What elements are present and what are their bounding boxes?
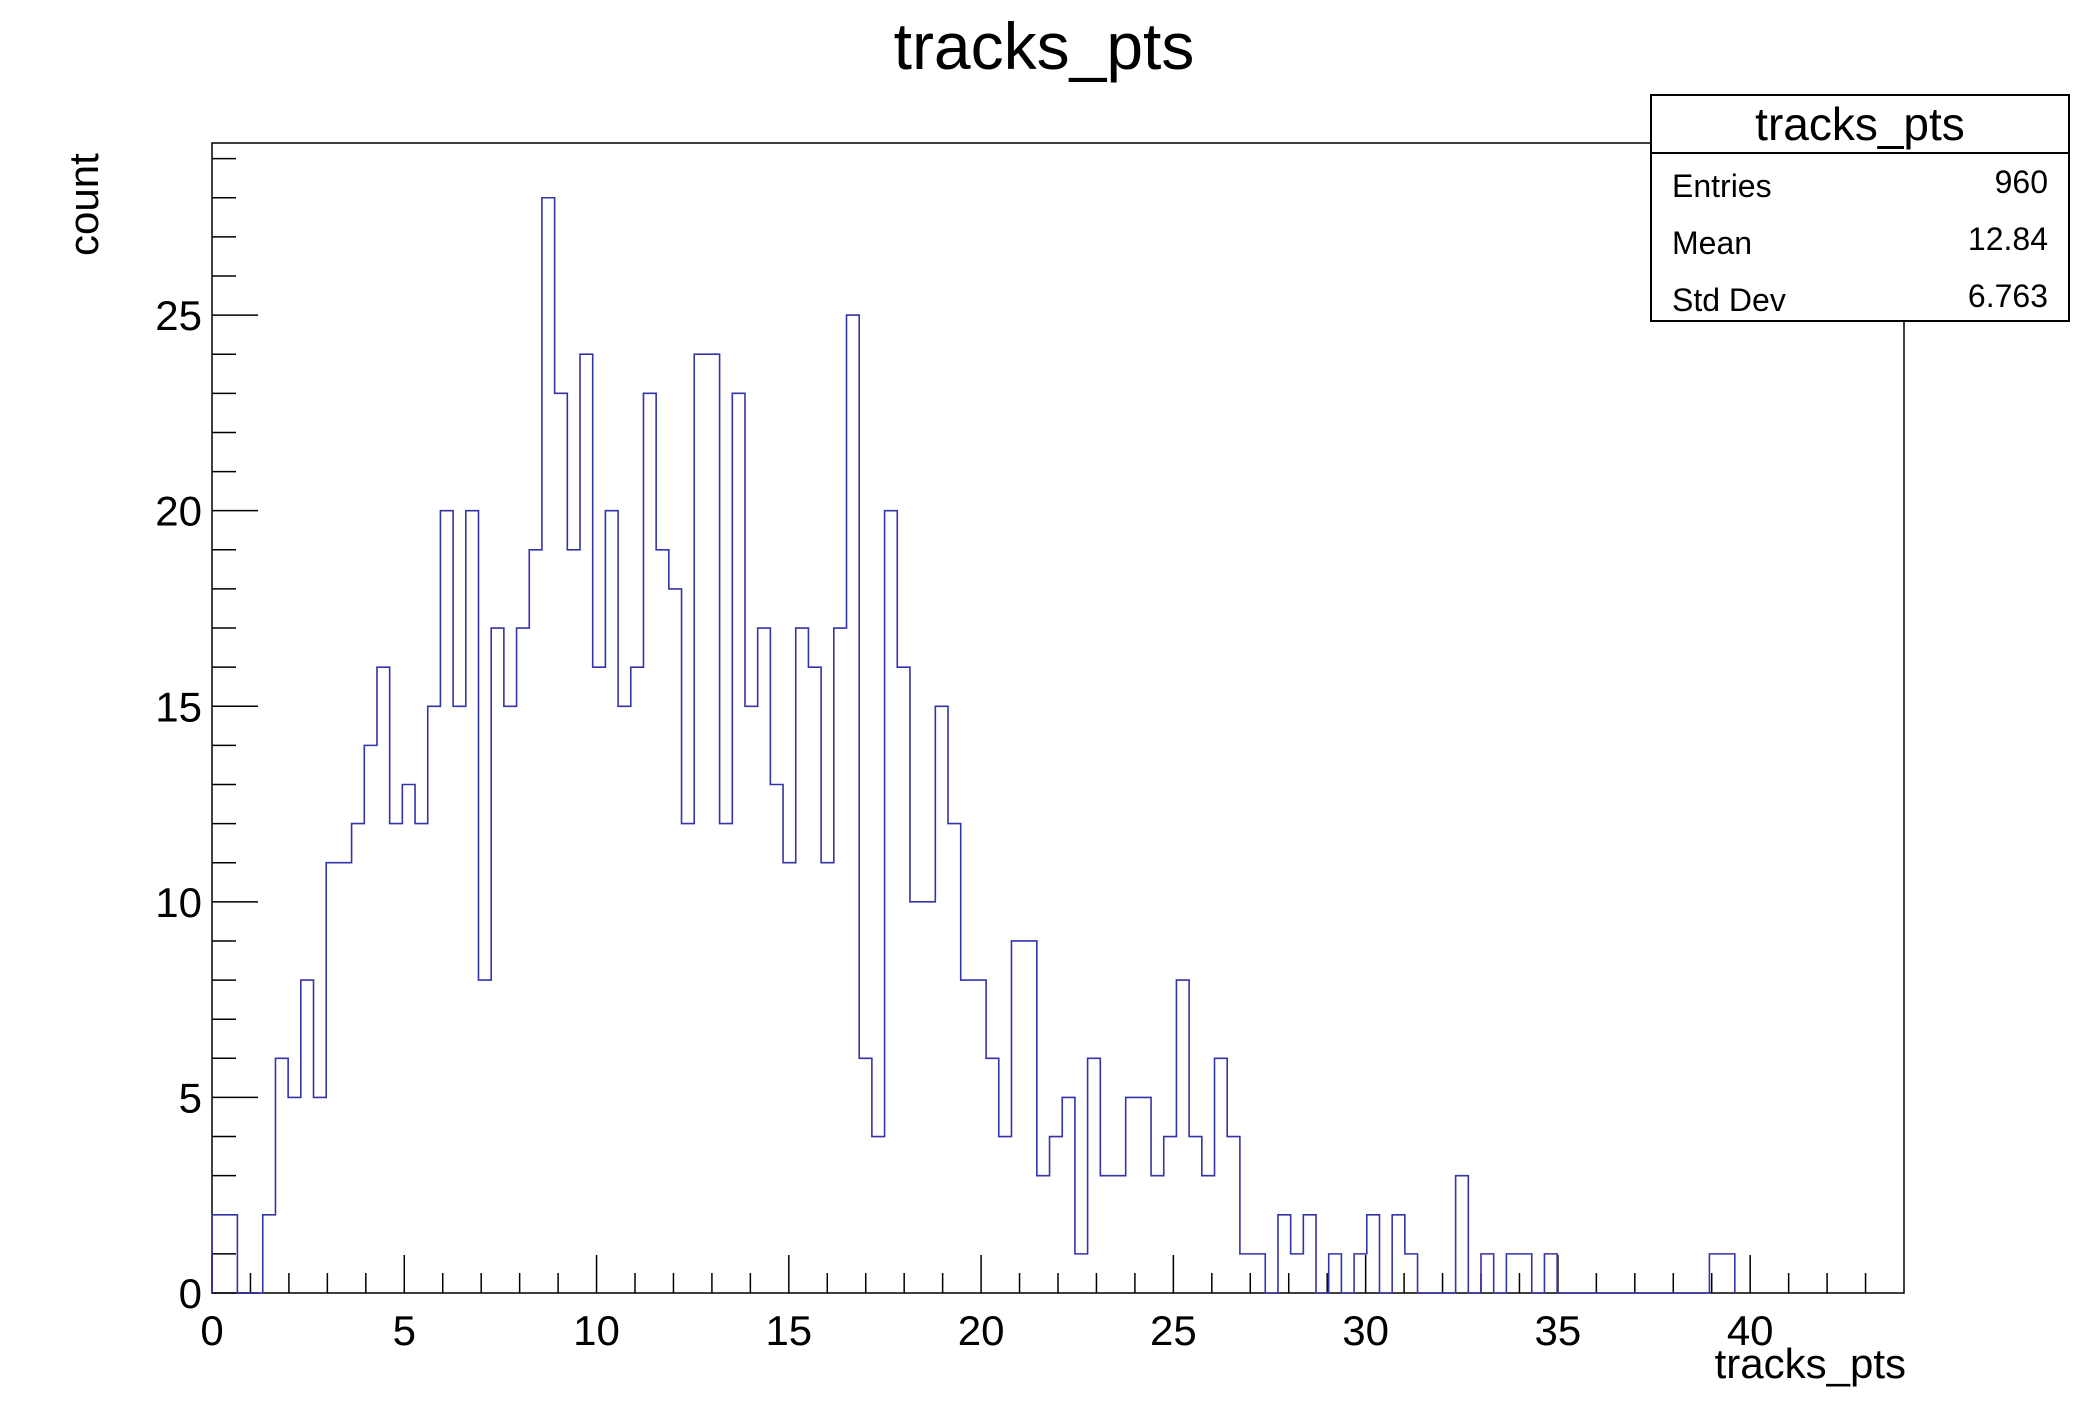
y-axis-label: count — [60, 153, 107, 256]
mean-value: 12.84 — [1967, 221, 2048, 257]
y-tick-label: 20 — [155, 488, 202, 535]
x-tick-label: 5 — [393, 1307, 416, 1354]
x-tick-label: 25 — [1150, 1307, 1197, 1354]
y-tick-label: 25 — [155, 292, 202, 339]
y-tick-label: 15 — [155, 683, 202, 730]
y-tick-label: 5 — [179, 1074, 202, 1121]
stats-title: tracks_pts — [1652, 96, 2068, 154]
y-tick-label: 10 — [155, 879, 202, 926]
x-axis-ticks: 0 5 10 15 20 25 30 35 40 — [200, 1255, 1867, 1354]
x-tick-label: 35 — [1535, 1307, 1582, 1354]
stats-row-stddev: Std Dev 6.763 — [1652, 268, 2068, 325]
stats-box: tracks_pts Entries 960 Mean 12.84 Std De… — [1650, 94, 2070, 322]
x-tick-label: 0 — [200, 1307, 223, 1354]
y-axis-ticks: 0 5 10 15 20 25 — [155, 157, 258, 1317]
x-tick-label: 30 — [1342, 1307, 1389, 1354]
stats-row-entries: Entries 960 — [1652, 154, 2068, 211]
stats-row-mean: Mean 12.84 — [1652, 211, 2068, 268]
x-axis-label: tracks_pts — [1714, 1340, 1906, 1387]
mean-label: Mean — [1672, 225, 1753, 261]
x-tick-label: 40 — [1727, 1307, 1774, 1354]
entries-value: 960 — [1994, 164, 2048, 200]
chart-title: tracks_pts — [893, 9, 1195, 83]
histogram-line — [211, 196, 1736, 1294]
x-tick-label: 10 — [573, 1307, 620, 1354]
stddev-label: Std Dev — [1672, 282, 1786, 318]
entries-label: Entries — [1672, 168, 1772, 204]
x-tick-label: 15 — [765, 1307, 812, 1354]
stddev-value: 6.763 — [1967, 278, 2048, 314]
x-tick-label: 20 — [958, 1307, 1005, 1354]
y-tick-label: 0 — [179, 1270, 202, 1317]
